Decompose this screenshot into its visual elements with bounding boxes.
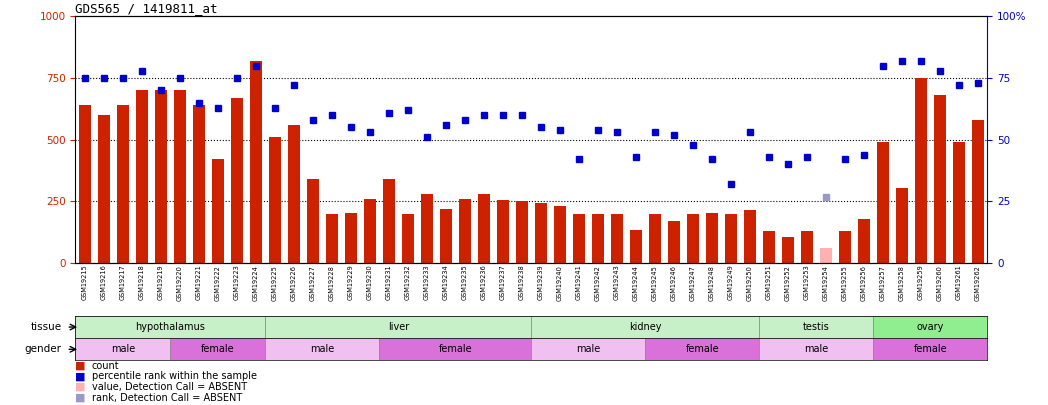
- Bar: [155, 90, 167, 263]
- Bar: [531, 316, 759, 338]
- Text: GDS565 / 1419811_at: GDS565 / 1419811_at: [75, 2, 218, 15]
- Bar: [249, 61, 262, 263]
- Bar: [459, 199, 471, 263]
- Bar: [838, 231, 851, 263]
- Bar: [668, 221, 680, 263]
- Text: percentile rank within the sample: percentile rank within the sample: [92, 371, 257, 382]
- Text: liver: liver: [388, 322, 409, 332]
- Bar: [265, 338, 379, 360]
- Bar: [231, 98, 243, 263]
- Bar: [516, 202, 528, 263]
- Bar: [136, 90, 148, 263]
- Text: female: female: [201, 344, 235, 354]
- Bar: [953, 142, 965, 263]
- Bar: [379, 338, 531, 360]
- Bar: [611, 214, 623, 263]
- Bar: [531, 338, 646, 360]
- Bar: [75, 338, 171, 360]
- Text: female: female: [685, 344, 719, 354]
- Bar: [174, 90, 187, 263]
- Text: rank, Detection Call = ABSENT: rank, Detection Call = ABSENT: [92, 393, 242, 403]
- Bar: [383, 179, 395, 263]
- Bar: [782, 237, 794, 263]
- Bar: [75, 316, 265, 338]
- Bar: [971, 120, 984, 263]
- Bar: [497, 200, 509, 263]
- Bar: [307, 179, 319, 263]
- Text: tissue: tissue: [30, 322, 62, 332]
- Bar: [116, 105, 129, 263]
- Bar: [646, 338, 759, 360]
- Bar: [759, 338, 873, 360]
- Bar: [820, 248, 832, 263]
- Text: testis: testis: [803, 322, 830, 332]
- Bar: [630, 230, 642, 263]
- Bar: [705, 213, 718, 263]
- Bar: [649, 214, 661, 263]
- Bar: [212, 160, 224, 263]
- Bar: [592, 214, 604, 263]
- Bar: [876, 142, 889, 263]
- Bar: [686, 214, 699, 263]
- Bar: [401, 214, 414, 263]
- Bar: [724, 214, 737, 263]
- Bar: [857, 219, 870, 263]
- Text: ■: ■: [75, 382, 86, 392]
- Bar: [440, 209, 452, 263]
- Bar: [801, 231, 813, 263]
- Text: ovary: ovary: [917, 322, 944, 332]
- Bar: [171, 338, 265, 360]
- Text: ■: ■: [75, 393, 86, 403]
- Bar: [873, 338, 987, 360]
- Text: value, Detection Call = ABSENT: value, Detection Call = ABSENT: [92, 382, 247, 392]
- Bar: [79, 105, 91, 263]
- Bar: [744, 210, 756, 263]
- Bar: [420, 194, 433, 263]
- Bar: [915, 78, 926, 263]
- Text: female: female: [914, 344, 947, 354]
- Text: hypothalamus: hypothalamus: [135, 322, 205, 332]
- Text: ■: ■: [75, 360, 86, 371]
- Bar: [265, 316, 531, 338]
- Text: ■: ■: [75, 371, 86, 382]
- Text: male: male: [576, 344, 601, 354]
- Bar: [97, 115, 110, 263]
- Text: male: male: [804, 344, 828, 354]
- Bar: [268, 137, 281, 263]
- Bar: [534, 203, 547, 263]
- Bar: [193, 105, 205, 263]
- Text: male: male: [111, 344, 135, 354]
- Bar: [345, 213, 357, 263]
- Bar: [873, 316, 987, 338]
- Bar: [553, 207, 566, 263]
- Text: female: female: [438, 344, 473, 354]
- Bar: [288, 125, 300, 263]
- Text: kidney: kidney: [629, 322, 661, 332]
- Text: count: count: [92, 360, 119, 371]
- Bar: [763, 231, 774, 263]
- Bar: [478, 194, 490, 263]
- Bar: [572, 214, 585, 263]
- Bar: [934, 95, 946, 263]
- Text: gender: gender: [25, 344, 62, 354]
- Bar: [896, 188, 908, 263]
- Bar: [759, 316, 873, 338]
- Text: male: male: [310, 344, 334, 354]
- Bar: [364, 199, 376, 263]
- Bar: [326, 214, 339, 263]
